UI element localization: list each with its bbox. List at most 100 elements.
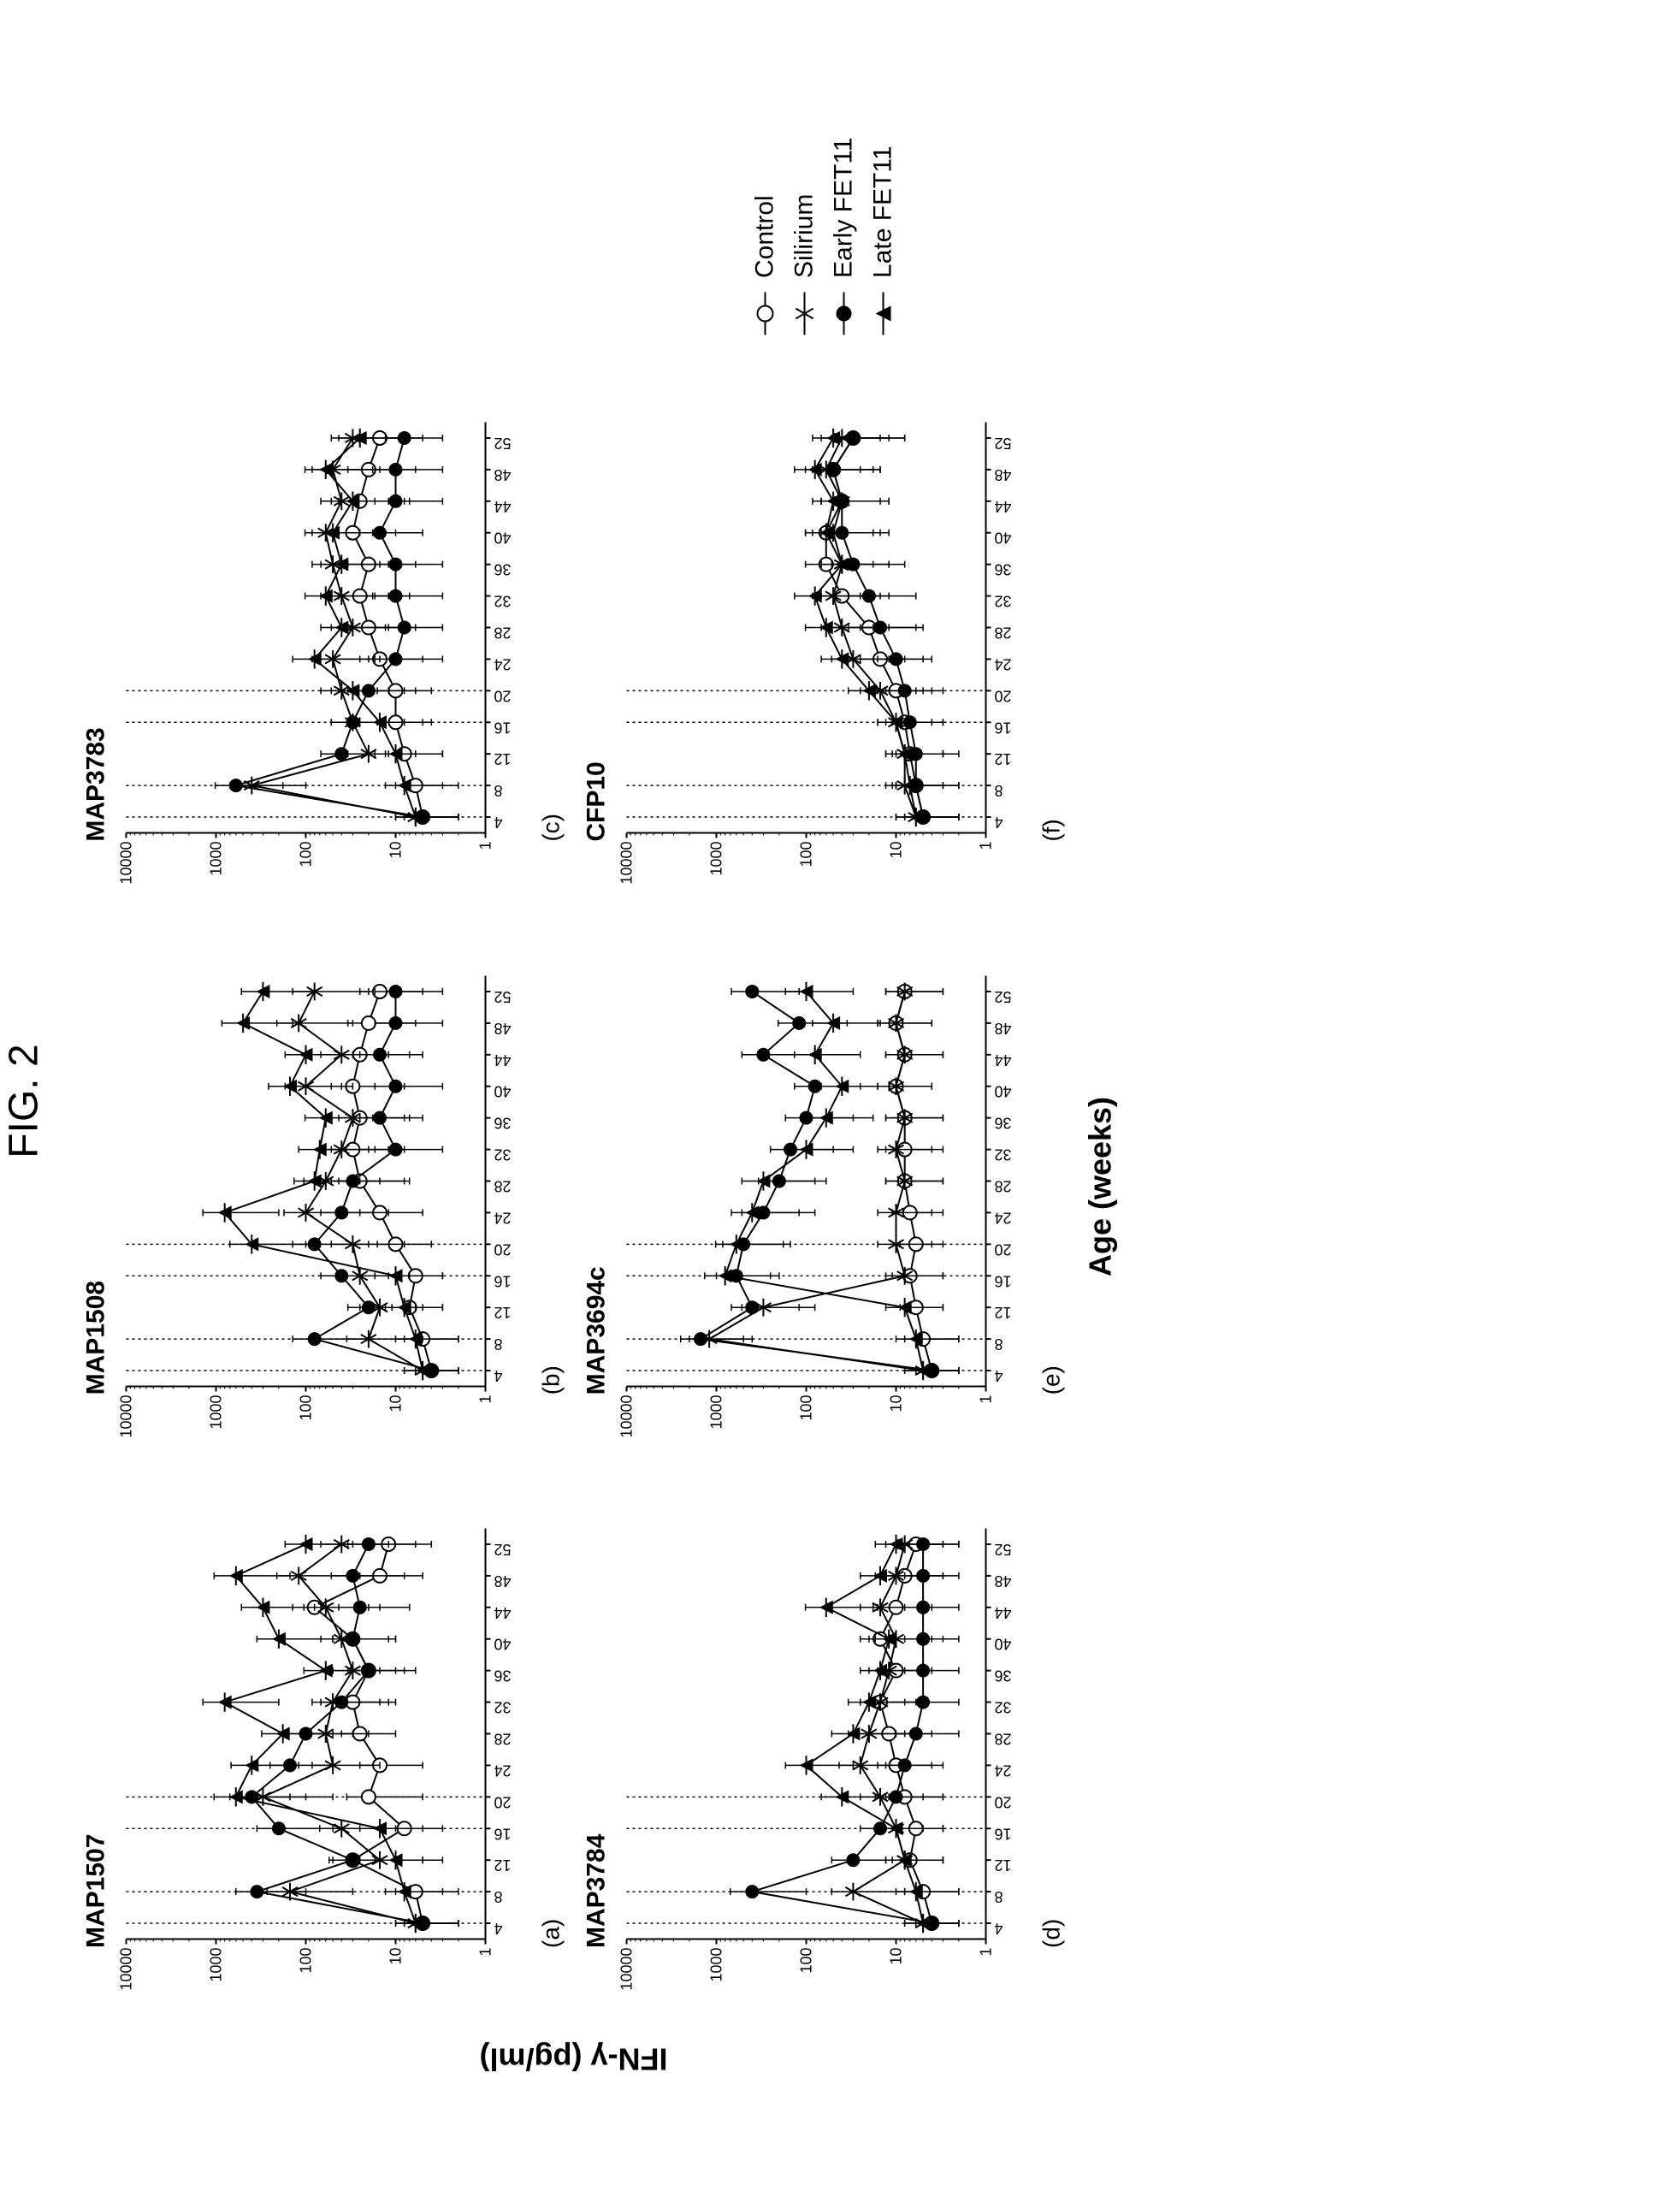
svg-text:40: 40 <box>995 1636 1012 1653</box>
svg-text:44: 44 <box>995 1051 1012 1069</box>
panel-b: MAP1508110100100010000481216202428323640… <box>82 927 565 1447</box>
svg-text:4: 4 <box>494 1921 503 1938</box>
svg-text:16: 16 <box>995 1272 1012 1289</box>
svg-text:12: 12 <box>995 1304 1012 1321</box>
svg-text:44: 44 <box>494 1604 512 1621</box>
panel-title-d: MAP3784 <box>583 1480 612 1999</box>
svg-text:48: 48 <box>995 1020 1012 1037</box>
svg-text:10000: 10000 <box>618 842 636 885</box>
svg-text:1: 1 <box>477 1395 494 1403</box>
panel-label-b: (b) <box>538 927 565 1447</box>
svg-text:10: 10 <box>888 1395 905 1412</box>
svg-text:52: 52 <box>494 988 512 1005</box>
svg-text:32: 32 <box>494 593 512 610</box>
svg-text:24: 24 <box>494 656 512 673</box>
svg-text:32: 32 <box>995 1699 1012 1716</box>
svg-text:10: 10 <box>387 1948 405 1965</box>
svg-text:52: 52 <box>494 1541 512 1558</box>
svg-text:4: 4 <box>494 1367 503 1384</box>
svg-text:16: 16 <box>995 1826 1012 1843</box>
legend-marker-icon <box>791 288 817 340</box>
svg-text:10000: 10000 <box>118 842 135 885</box>
chart-svg: 110100100010000481216202428323640444852 <box>118 414 529 893</box>
svg-text:40: 40 <box>995 530 1012 547</box>
svg-text:10000: 10000 <box>618 1395 636 1437</box>
svg-text:28: 28 <box>494 1731 512 1748</box>
svg-text:40: 40 <box>494 530 512 547</box>
svg-text:10: 10 <box>888 842 905 859</box>
svg-text:10: 10 <box>387 842 405 859</box>
svg-text:48: 48 <box>494 1020 512 1037</box>
legend-label: Silirium <box>790 194 819 278</box>
panel-title-f: CFP10 <box>583 374 612 893</box>
chart-svg: 110100100010000481216202428323640444852 <box>618 414 1029 893</box>
legend-item: Silirium <box>790 117 819 340</box>
svg-text:48: 48 <box>995 1572 1012 1590</box>
chart-svg: 110100100010000481216202428323640444852 <box>618 1520 1029 1999</box>
svg-text:40: 40 <box>494 1636 512 1653</box>
panel-title-b: MAP1508 <box>82 927 111 1447</box>
chart-svg: 110100100010000481216202428323640444852 <box>618 967 1029 1446</box>
svg-text:32: 32 <box>995 593 1012 610</box>
legend-marker-icon <box>870 288 896 340</box>
svg-text:8: 8 <box>494 1889 503 1906</box>
panel-e: MAP3694c11010010001000048121620242832364… <box>583 927 1066 1447</box>
svg-text:52: 52 <box>995 1541 1012 1558</box>
panel-a: MAP1507110100100010000481216202428323640… <box>82 1480 565 1999</box>
svg-text:12: 12 <box>494 750 512 767</box>
svg-text:10: 10 <box>387 1395 405 1412</box>
panel-title-e: MAP3694c <box>583 927 612 1447</box>
panel-d: MAP3784110100100010000481216202428323640… <box>583 1480 1066 1999</box>
panel-label-d: (d) <box>1038 1480 1066 1999</box>
legend-item: Control <box>750 117 779 340</box>
svg-text:1000: 1000 <box>708 1395 725 1429</box>
svg-text:100: 100 <box>798 842 815 868</box>
svg-text:36: 36 <box>995 1114 1012 1131</box>
svg-text:1: 1 <box>477 842 494 850</box>
svg-text:28: 28 <box>995 625 1012 642</box>
svg-text:1: 1 <box>477 1948 494 1957</box>
svg-text:12: 12 <box>494 1857 512 1874</box>
svg-text:16: 16 <box>494 1826 512 1843</box>
svg-text:1: 1 <box>978 842 995 850</box>
svg-text:10000: 10000 <box>118 1948 135 1991</box>
chart-svg: 110100100010000481216202428323640444852 <box>118 967 529 1446</box>
svg-text:8: 8 <box>995 782 1003 799</box>
legend-item: Late FET11 <box>868 117 897 340</box>
svg-text:16: 16 <box>494 1272 512 1289</box>
panel-f: CFP1011010010001000048121620242832364044… <box>583 374 1066 893</box>
svg-text:28: 28 <box>494 1177 512 1194</box>
svg-text:10000: 10000 <box>118 1395 135 1437</box>
legend-marker-icon <box>831 288 856 340</box>
legend-label: Early FET11 <box>829 138 858 279</box>
svg-text:32: 32 <box>494 1146 512 1163</box>
svg-text:100: 100 <box>298 1395 315 1420</box>
chart-svg: 110100100010000481216202428323640444852 <box>118 1520 529 1999</box>
figure-wrapper: FIG. 2 IFN-γ (pg/ml) MAP1507110100100010… <box>1 0 1680 2203</box>
legend: Control Silirium Early FET11 Late FET11 <box>583 117 1066 340</box>
y-axis-label-text: IFN-γ (pg/ml) <box>480 2041 668 2077</box>
svg-text:24: 24 <box>995 1209 1012 1226</box>
panel-label-e: (e) <box>1038 927 1066 1447</box>
svg-text:32: 32 <box>995 1146 1012 1163</box>
svg-text:100: 100 <box>298 1948 315 1974</box>
svg-text:20: 20 <box>494 1241 512 1258</box>
legend-marker-icon <box>752 288 778 340</box>
svg-text:40: 40 <box>494 1083 512 1100</box>
svg-text:40: 40 <box>995 1083 1012 1100</box>
svg-text:48: 48 <box>494 466 512 483</box>
svg-text:100: 100 <box>798 1395 815 1420</box>
svg-text:24: 24 <box>494 1762 512 1780</box>
svg-text:20: 20 <box>494 688 512 705</box>
svg-text:16: 16 <box>995 719 1012 736</box>
x-axis-label: Age (weeks) <box>1083 374 1134 1999</box>
svg-text:44: 44 <box>494 1051 512 1069</box>
svg-text:52: 52 <box>494 435 512 452</box>
svg-text:16: 16 <box>494 719 512 736</box>
svg-text:24: 24 <box>995 656 1012 673</box>
svg-text:52: 52 <box>995 988 1012 1005</box>
y-axis-label: IFN-γ (pg/ml) <box>82 2034 1066 2085</box>
svg-text:36: 36 <box>494 1667 512 1685</box>
svg-text:28: 28 <box>995 1177 1012 1194</box>
svg-text:8: 8 <box>494 782 503 799</box>
